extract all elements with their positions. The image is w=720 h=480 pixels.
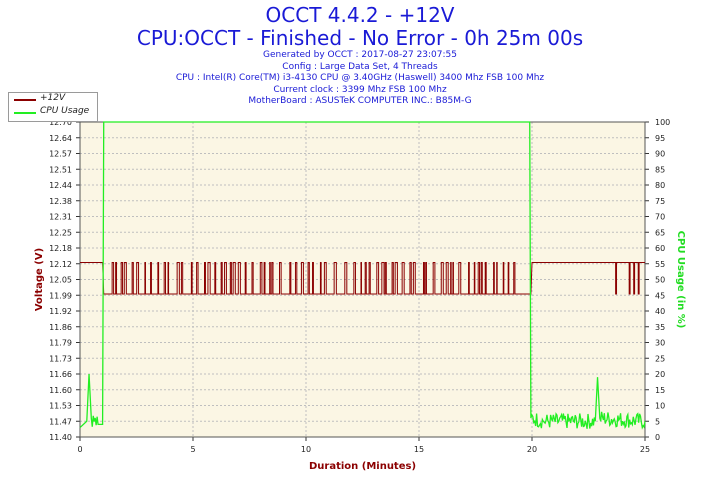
legend-label-voltage: +12V [40, 93, 66, 103]
y2-tick-label: 0 [655, 433, 660, 442]
series-voltage-line [80, 262, 645, 295]
y2-tick-label: 10 [655, 402, 665, 411]
legend-label-cpu-usage: CPU Usage [40, 106, 90, 116]
y2-tick-label: 100 [655, 118, 670, 127]
info-generated: Generated by OCCT : 2017-08-27 23:07:55 [263, 50, 457, 60]
y2-tick-label: 5 [655, 417, 660, 426]
y2-tick-label: 35 [655, 323, 665, 332]
plot-area [80, 122, 645, 437]
x-tick-label: 20 [527, 445, 537, 454]
y-tick-label: 11.73 [49, 354, 72, 363]
y-tick-label: 11.60 [49, 386, 72, 395]
y-tick-label: 11.66 [49, 370, 72, 379]
y2-tick-label: 30 [655, 339, 665, 348]
y-tick-label: 11.40 [49, 433, 72, 442]
x-axis-label: Duration (Minutes) [309, 461, 416, 472]
y2-tick-label: 75 [655, 197, 665, 206]
y-tick-label: 12.70 [49, 118, 72, 127]
legend-swatch-voltage [14, 99, 36, 101]
y-tick-label: 12.25 [49, 228, 72, 237]
y2-tick-label: 15 [655, 386, 665, 395]
y-tick-label: 11.47 [49, 417, 72, 426]
y2-tick-label: 90 [655, 150, 665, 159]
y2-tick-label: 40 [655, 307, 665, 316]
y-tick-label: 12.12 [49, 260, 72, 269]
y2-tick-label: 70 [655, 213, 665, 222]
y-tick-label: 12.44 [49, 181, 72, 190]
y-tick-label: 11.86 [49, 323, 72, 332]
y2-tick-label: 95 [655, 134, 665, 143]
info-config: Config : Large Data Set, 4 Threads [282, 61, 438, 72]
y2-tick-label: 55 [655, 260, 665, 269]
legend-item-cpu-usage: CPU Usage [9, 106, 97, 119]
y-axis-label: Voltage (V) [34, 248, 45, 311]
y-tick-label: 12.18 [49, 244, 72, 253]
x-tick-label: 10 [301, 445, 311, 454]
y-tick-label: 11.99 [49, 291, 72, 300]
legend-swatch-cpu-usage [14, 112, 36, 114]
legend-item-voltage: +12V [9, 93, 97, 106]
y-tick-label: 12.57 [49, 150, 72, 159]
y-tick-label: 11.53 [49, 402, 72, 411]
chart-title: OCCT 4.4.2 - +12V [265, 3, 455, 27]
x-tick-label: 5 [190, 445, 195, 454]
y2-tick-label: 80 [655, 181, 665, 190]
y2-tick-label: 60 [655, 244, 665, 253]
y2-tick-label: 20 [655, 370, 665, 379]
y-tick-label: 12.38 [49, 197, 72, 206]
y-tick-label: 12.64 [49, 134, 72, 143]
y2-tick-label: 65 [655, 228, 665, 237]
chart-header: OCCT 4.4.2 - +12V CPU:OCCT - Finished - … [0, 0, 720, 108]
y2-axis-label: CPU Usage (in %) [675, 231, 686, 329]
y2-tick-label: 45 [655, 291, 665, 300]
x-tick-label: 25 [640, 445, 650, 454]
y2-tick-label: 85 [655, 165, 665, 174]
x-tick-label: 15 [414, 445, 424, 454]
y-tick-label: 12.05 [49, 276, 72, 285]
x-tick-label: 0 [77, 445, 82, 454]
y-tick-label: 12.51 [49, 165, 72, 174]
chart-subtitle: CPU:OCCT - Finished - No Error - 0h 25m … [136, 26, 584, 50]
info-cpu: CPU : Intel(R) Core(TM) i3-4130 CPU @ 3.… [175, 73, 545, 83]
chart-legend: +12V CPU Usage [8, 92, 98, 122]
y-tick-label: 12.31 [49, 213, 72, 222]
y2-tick-label: 25 [655, 354, 665, 363]
info-clock: Current clock : 3399 Mhz FSB 100 Mhz [273, 84, 447, 95]
info-motherboard: MotherBoard : ASUSTeK COMPUTER INC.: B85… [248, 96, 472, 106]
y-tick-label: 11.92 [49, 307, 72, 316]
y2-tick-label: 50 [655, 276, 665, 285]
series-cpu-usage-line [79, 121, 646, 430]
y-tick-label: 11.79 [49, 339, 72, 348]
